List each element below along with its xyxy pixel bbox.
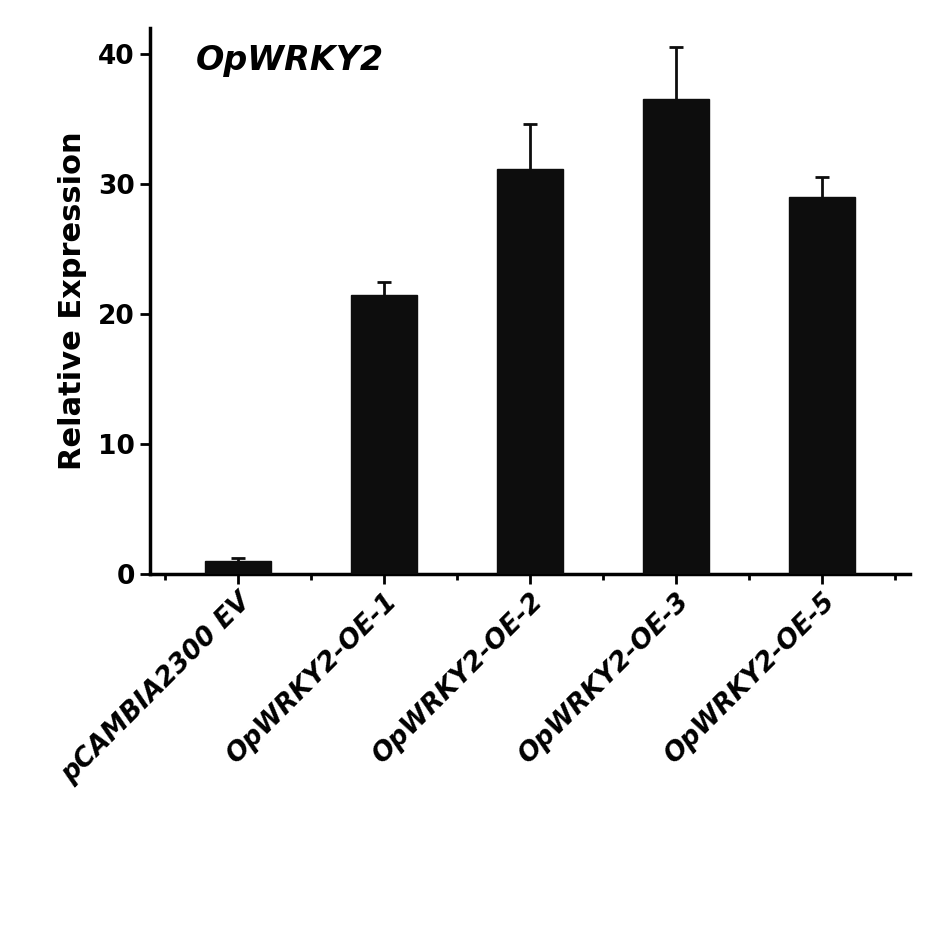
Y-axis label: Relative Expression: Relative Expression — [58, 131, 87, 470]
Text: OpWRKY2: OpWRKY2 — [196, 44, 384, 77]
Bar — [643, 99, 709, 574]
Bar — [351, 295, 416, 574]
Bar — [204, 561, 271, 574]
Bar — [497, 169, 563, 574]
Bar — [789, 197, 855, 574]
